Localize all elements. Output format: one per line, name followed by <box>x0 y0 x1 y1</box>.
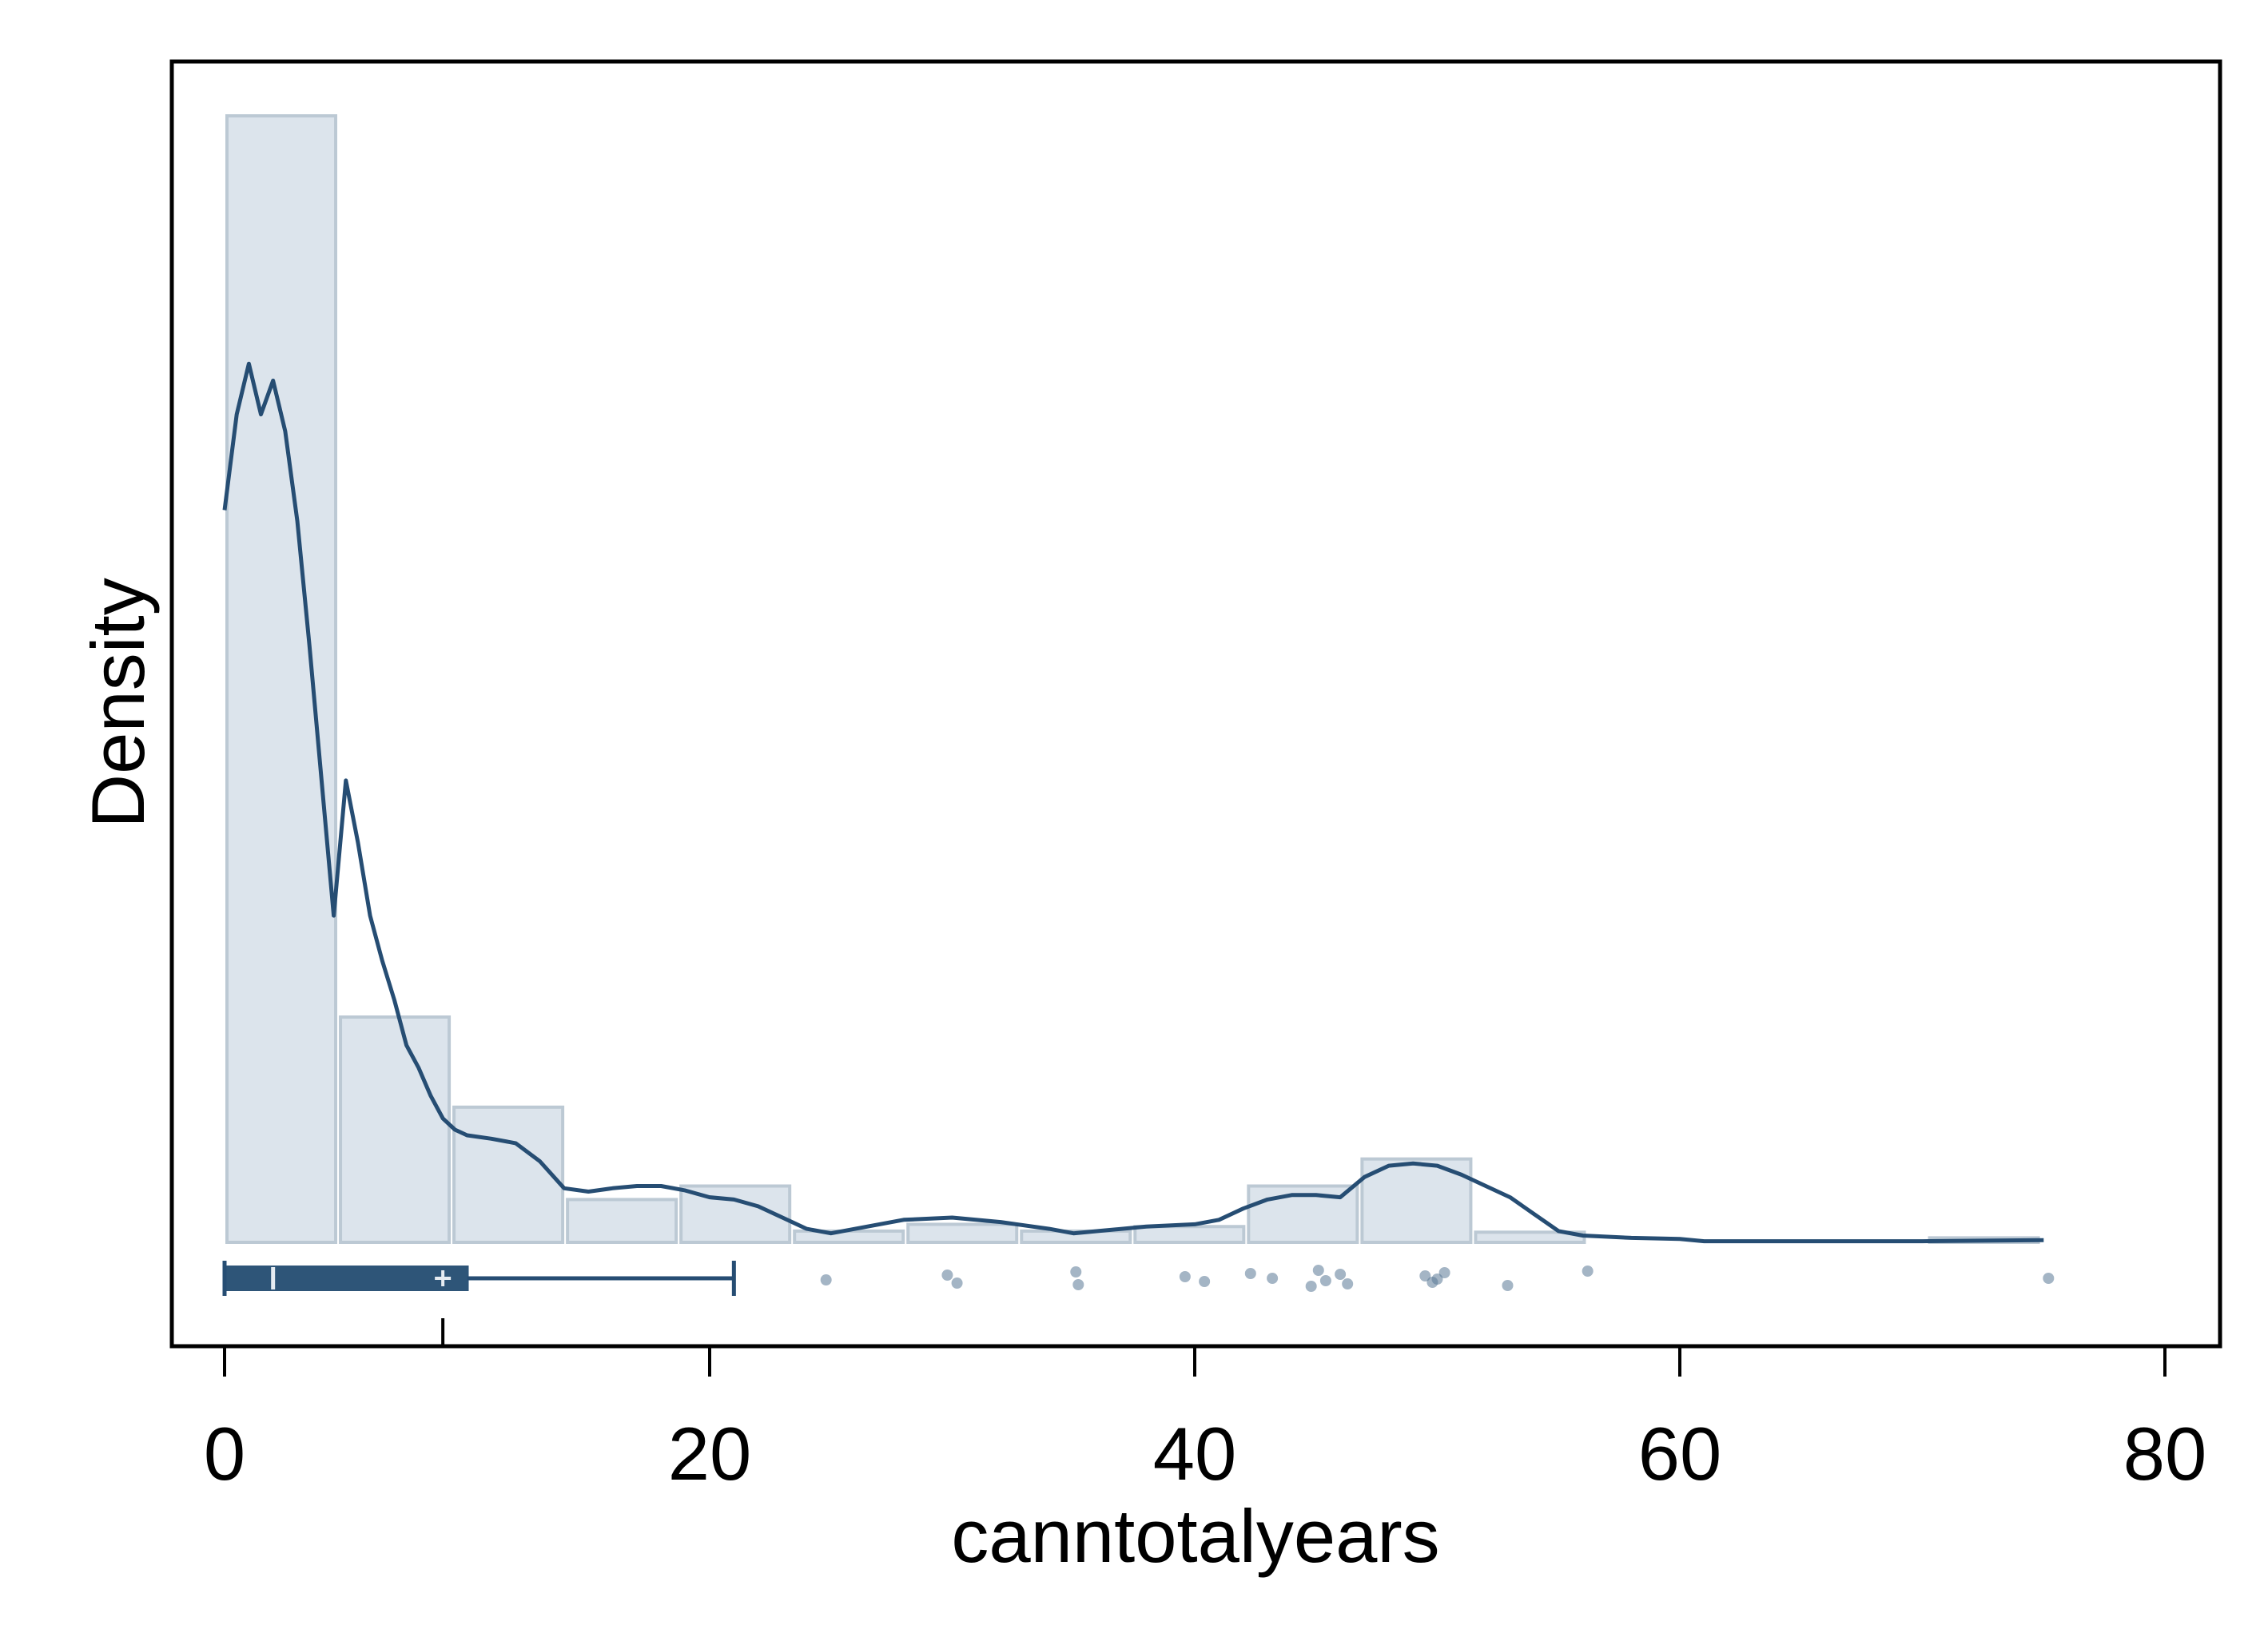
histogram-bar <box>906 1222 1019 1244</box>
histogram-bar <box>793 1229 905 1245</box>
outlier-point <box>1244 1268 1256 1279</box>
boxplot <box>222 1261 736 1296</box>
histogram-bar <box>1020 1229 1132 1245</box>
outlier-point <box>1179 1271 1191 1282</box>
outlier-point <box>1267 1273 1279 1284</box>
x-tick-label: 40 <box>1153 1412 1237 1496</box>
histogram-bar <box>452 1105 565 1245</box>
outlier-point <box>1582 1266 1594 1277</box>
outlier-point <box>1335 1269 1347 1280</box>
x-tick-label: 20 <box>668 1412 752 1496</box>
x-tick-label: 60 <box>1638 1412 1722 1496</box>
outlier-point <box>951 1277 963 1289</box>
outlier-point <box>1342 1278 1354 1289</box>
outlier-points <box>820 1265 2055 1292</box>
x-tick-label: 0 <box>204 1412 245 1496</box>
outlier-point <box>820 1274 832 1285</box>
outlier-point <box>1312 1265 1324 1276</box>
outlier-point <box>2043 1273 2055 1284</box>
x-tick-label: 80 <box>2123 1412 2207 1496</box>
outlier-point <box>1419 1270 1431 1281</box>
y-axis-label: Density <box>76 578 160 828</box>
histogram-bar <box>339 1015 452 1244</box>
outlier-point <box>941 1270 953 1281</box>
histogram-bar <box>1133 1225 1246 1245</box>
outlier-point <box>1072 1279 1084 1290</box>
x-axis-ticks: 0 20 40 60 80 <box>204 1318 2206 1496</box>
outlier-point <box>1199 1276 1211 1287</box>
outlier-point <box>1431 1274 1443 1285</box>
outlier-point <box>1502 1280 1514 1291</box>
outlier-point <box>1319 1275 1331 1286</box>
outlier-point <box>1070 1266 1082 1277</box>
boxplot-box <box>223 1266 469 1291</box>
x-axis-label: canntotalyears <box>951 1494 1439 1578</box>
outlier-point <box>1305 1281 1317 1292</box>
histogram-bar <box>566 1198 678 1245</box>
histogram-bar <box>225 114 338 1244</box>
outlier-point <box>1438 1267 1450 1278</box>
density-curve <box>222 361 2044 1244</box>
